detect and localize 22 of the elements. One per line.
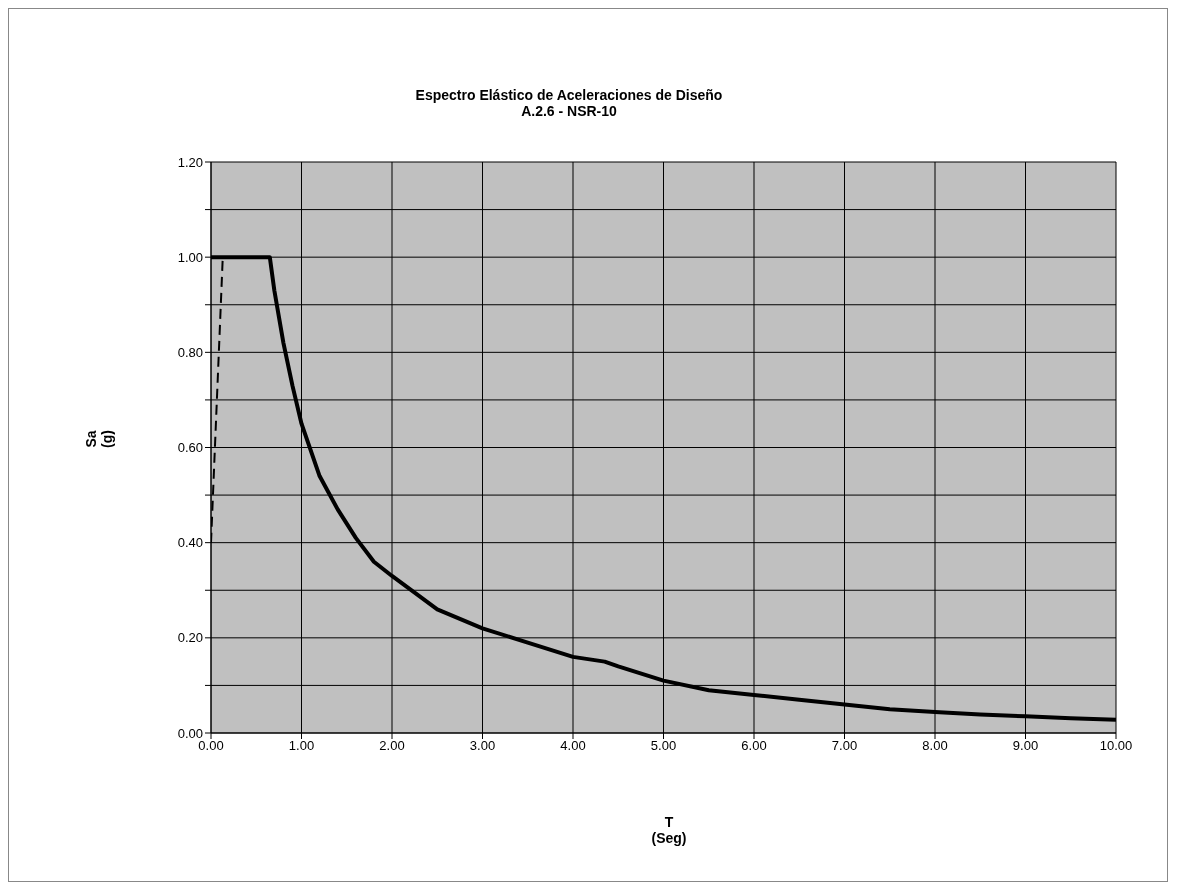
x-tick-label: 10.00 [1099,738,1133,754]
y-tick-label: 0.80 [177,344,203,360]
x-tick-label: 1.00 [288,738,315,754]
x-tick-label: 3.00 [469,738,496,754]
y-tick-label: 0.60 [177,440,203,456]
y-axis-title: Sa (g) [83,429,115,450]
chart-subtitle: A.2.6 - NSR-10 [520,103,618,119]
y-tick-label: 1.00 [177,249,203,265]
x-tick-label: 0.00 [198,738,224,754]
x-axis-title: T (Seg) [650,814,688,846]
y-tick-label: 0.00 [177,725,203,741]
y-tick-label: 0.20 [177,630,203,646]
x-tick-label: 6.00 [741,738,767,754]
x-tick-label: 2.00 [379,738,405,754]
x-tick-label: 5.00 [650,738,677,754]
y-tick-label: 1.20 [177,154,203,170]
x-tick-label: 8.00 [922,738,948,754]
y-tick-label: 0.40 [177,535,203,551]
x-tick-label: 7.00 [831,738,858,754]
chart-title: Espectro Elástico de Aceleraciones de Diseño [414,87,724,103]
x-tick-label: 9.00 [1012,738,1039,754]
x-tick-label: 4.00 [560,738,586,754]
